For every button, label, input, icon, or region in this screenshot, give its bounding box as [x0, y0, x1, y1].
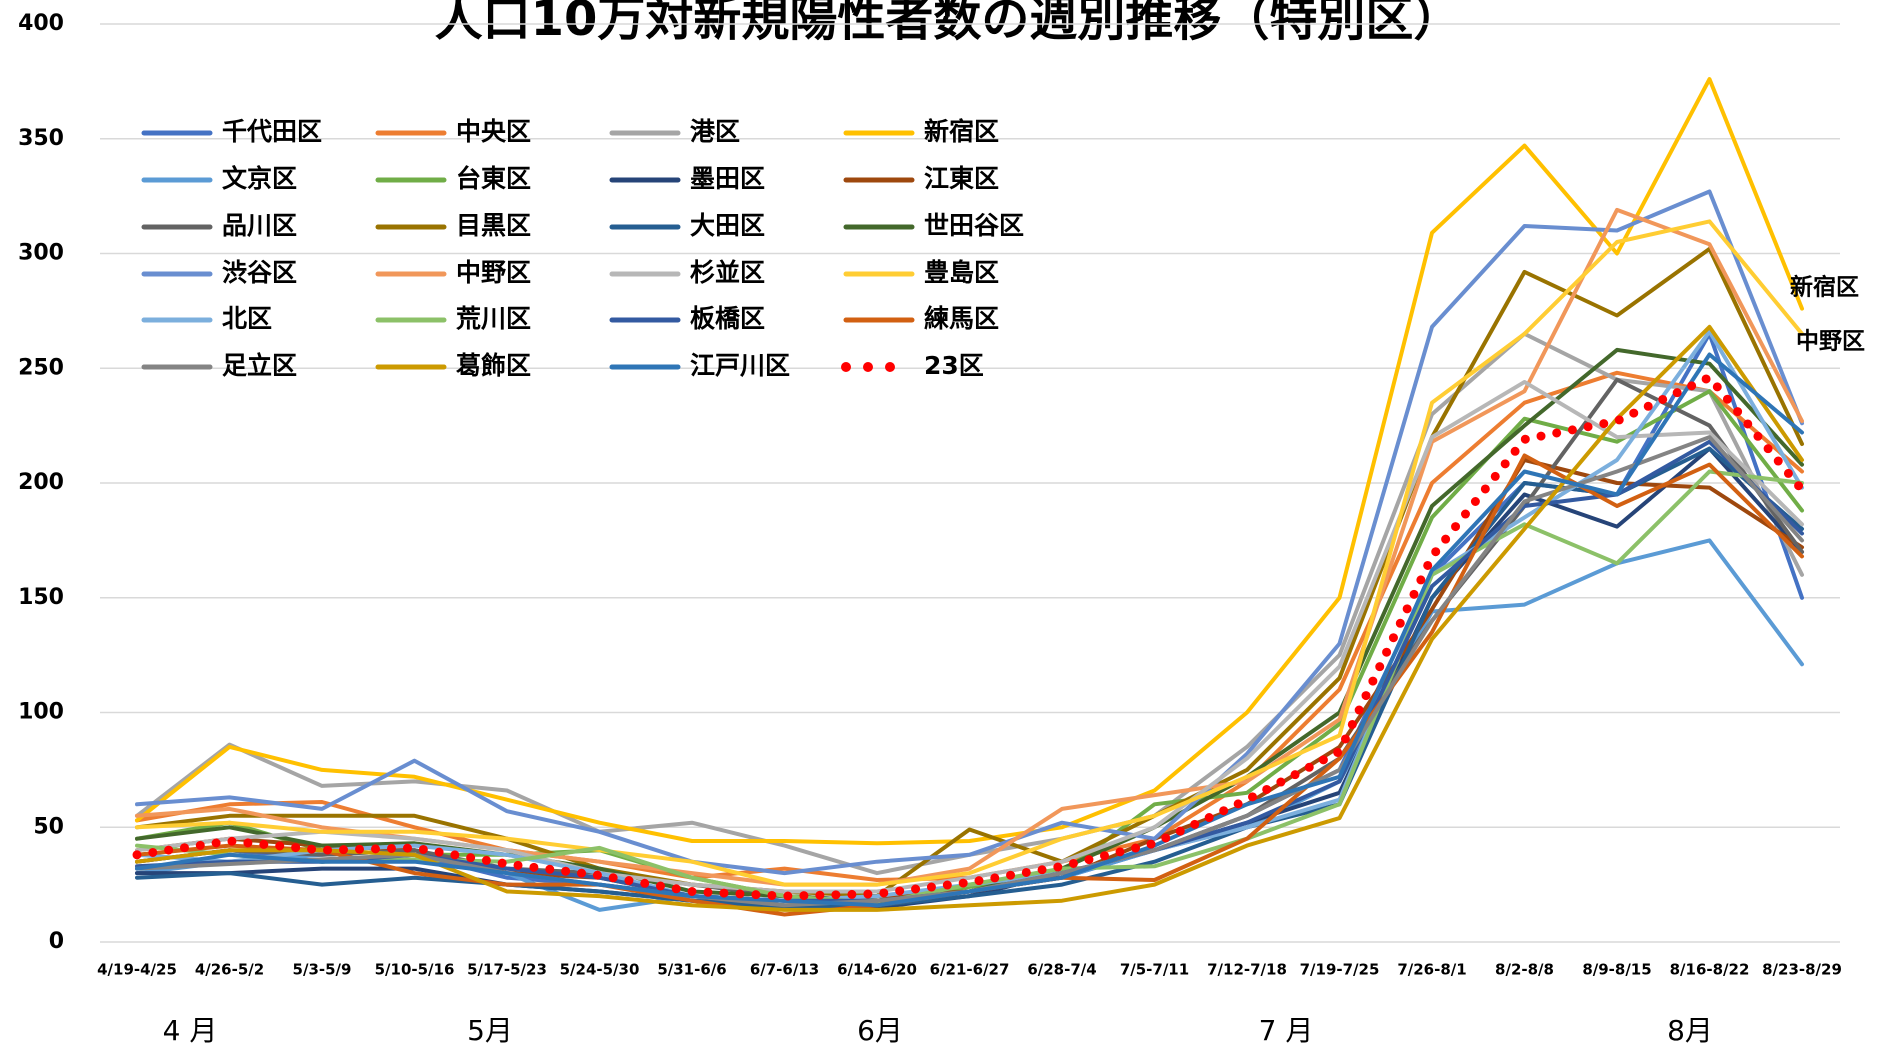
x-tick-label: 6/21-6/27: [930, 961, 1010, 979]
annotation: 新宿区: [1790, 274, 1859, 301]
series-line: [135, 380, 1804, 894]
x-tick-label: 7/12-7/18: [1207, 961, 1287, 979]
legend-label: 渋谷区: [222, 258, 297, 287]
month-label: 8月: [1667, 1014, 1713, 1047]
x-tick-label: 8/16-8/22: [1670, 961, 1750, 979]
legend-label: 中央区: [456, 117, 531, 146]
x-tick-label: 7/19-7/25: [1300, 961, 1380, 979]
legend-label: 23区: [924, 351, 984, 380]
legend-label: 港区: [690, 117, 740, 146]
y-tick-label: 350: [18, 126, 64, 151]
legend-label: 中野区: [456, 258, 531, 287]
x-tick-label: 7/26-8/1: [1397, 961, 1466, 979]
legend-label: 杉並区: [690, 258, 765, 287]
series-line: [135, 370, 1804, 882]
legend-label: 葛飾区: [456, 351, 531, 380]
legend-label: 品川区: [222, 211, 297, 240]
x-tick-label: 7/5-7/11: [1120, 961, 1189, 979]
x-tick-label: 5/17-5/23: [467, 961, 547, 979]
legend-label: 江東区: [924, 164, 999, 193]
y-tick-label: 0: [49, 929, 64, 954]
series-line: [135, 377, 1804, 903]
x-tick-label: 8/23-8/29: [1762, 961, 1842, 979]
x-tick-label: 8/2-8/8: [1495, 961, 1554, 979]
x-tick-label: 6/7-6/13: [750, 961, 819, 979]
series-line: [135, 352, 1804, 908]
legend-label: 台東区: [456, 164, 531, 193]
legend-label: 練馬区: [924, 304, 999, 333]
y-tick-label: 200: [18, 470, 64, 495]
legend-label: 目黒区: [456, 211, 531, 240]
x-tick-label: 5/10-5/16: [375, 961, 455, 979]
series-line: [132, 372, 1807, 901]
x-tick-label: 6/14-6/20: [837, 961, 917, 979]
y-tick-label: 150: [18, 585, 64, 610]
legend-label: 文京区: [222, 164, 297, 193]
y-tick-label: 300: [18, 241, 64, 266]
x-tick-label: 8/9-8/15: [1582, 961, 1651, 979]
series-line: [135, 219, 1804, 887]
x-tick-label: 5/24-5/30: [560, 961, 640, 979]
annotation: 中野区: [1796, 329, 1865, 355]
legend-label: 板橋区: [690, 304, 765, 333]
series-line: [135, 246, 1804, 899]
series-line: [135, 189, 1804, 876]
legend-label: 千代田区: [222, 117, 322, 146]
month-label: 6月: [857, 1014, 903, 1047]
series-line: [135, 446, 1804, 910]
series-line: [135, 331, 1804, 876]
x-tick-label: 5/3-5/9: [293, 961, 352, 979]
legend-label: 大田区: [690, 211, 765, 240]
legend-label: 江戸川区: [690, 351, 790, 380]
y-tick-label: 50: [33, 814, 64, 839]
legend-label: 北区: [222, 304, 272, 333]
legend-label: 墨田区: [690, 164, 765, 193]
y-tick-label: 250: [18, 355, 64, 380]
x-tick-label: 4/19-4/25: [97, 961, 177, 979]
series-line: [135, 446, 1804, 910]
legend-label: 世田谷区: [924, 211, 1024, 240]
series-line: [135, 77, 1804, 846]
x-tick-label: 5/31-6/6: [657, 961, 726, 979]
month-label: 7 月: [1259, 1014, 1314, 1047]
legend-label: 新宿区: [924, 117, 999, 146]
series-line: [135, 469, 1804, 905]
x-tick-label: 4/26-5/2: [195, 961, 264, 979]
y-tick-label: 100: [18, 700, 64, 725]
legend-label: 豊島区: [924, 258, 999, 287]
legend-label: 荒川区: [456, 304, 531, 333]
series-line: [135, 324, 1804, 912]
x-tick-label: 6/28-7/4: [1027, 961, 1096, 979]
y-tick-label: 400: [18, 11, 64, 36]
legend-label: 足立区: [222, 351, 297, 380]
month-label: 4 月: [163, 1014, 218, 1047]
month-label: 5月: [467, 1014, 513, 1047]
